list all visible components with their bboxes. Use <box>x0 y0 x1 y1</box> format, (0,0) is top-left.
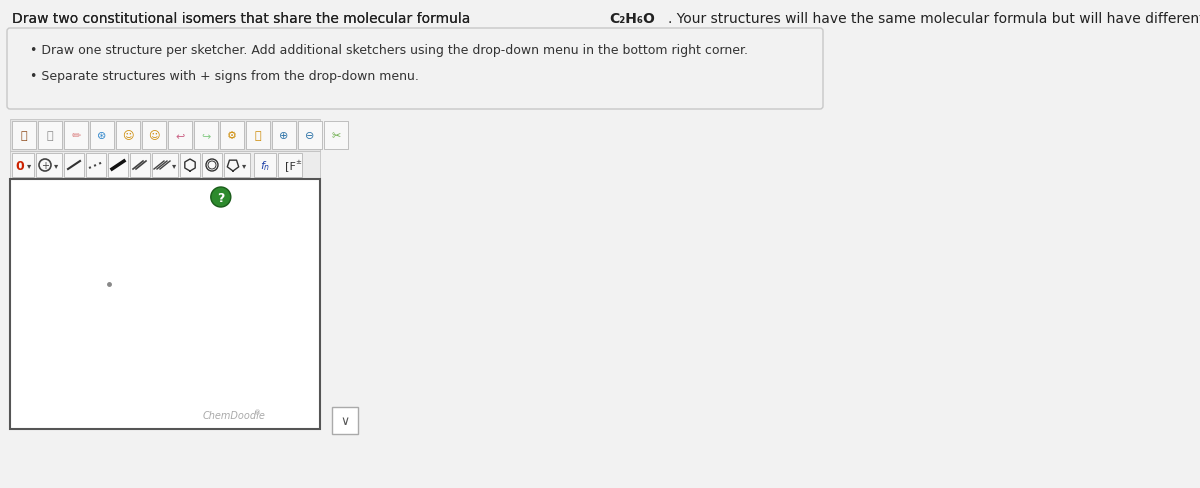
Bar <box>224 154 250 178</box>
Bar <box>254 154 276 178</box>
Bar <box>220 122 244 150</box>
Text: ⊕: ⊕ <box>280 131 289 141</box>
Bar <box>324 122 348 150</box>
Bar <box>38 122 62 150</box>
Bar <box>12 122 36 150</box>
Text: Draw two constitutional isomers that share the molecular formula: Draw two constitutional isomers that sha… <box>12 12 475 26</box>
Text: ∨: ∨ <box>341 414 349 427</box>
Text: ChemDoodle: ChemDoodle <box>202 410 265 420</box>
Text: ?: ? <box>217 191 224 204</box>
Text: ▾: ▾ <box>242 161 246 170</box>
Bar <box>246 122 270 150</box>
Text: ⊛: ⊛ <box>97 131 107 141</box>
Text: . Your structures will have the same molecular formula but will have different c: . Your structures will have the same mol… <box>668 12 1200 26</box>
Bar <box>64 154 84 178</box>
Bar <box>168 122 192 150</box>
Bar <box>332 407 358 434</box>
Text: ✏: ✏ <box>71 131 80 141</box>
Bar <box>10 120 320 152</box>
Text: • Separate structures with + signs from the drop-down menu.: • Separate structures with + signs from … <box>30 70 419 83</box>
Bar <box>86 154 106 178</box>
Text: ▾: ▾ <box>26 161 31 170</box>
Text: ☺: ☺ <box>148 131 160 141</box>
Text: +: + <box>41 161 49 171</box>
Bar <box>10 152 320 180</box>
Text: ↩: ↩ <box>175 131 185 141</box>
Bar <box>12 154 34 178</box>
Bar <box>272 122 296 150</box>
Bar <box>116 122 140 150</box>
Text: ↪: ↪ <box>202 131 211 141</box>
Text: ▾: ▾ <box>54 161 58 170</box>
FancyBboxPatch shape <box>7 29 823 110</box>
Bar <box>202 154 222 178</box>
Bar <box>90 122 114 150</box>
Bar <box>194 122 218 150</box>
Bar <box>64 122 88 150</box>
Text: • Draw one structure per sketcher. Add additional sketchers using the drop-down : • Draw one structure per sketcher. Add a… <box>30 44 748 57</box>
Bar <box>142 122 166 150</box>
Text: 📋: 📋 <box>254 131 262 141</box>
Text: ⊖: ⊖ <box>305 131 314 141</box>
Bar <box>180 154 200 178</box>
Bar <box>152 154 178 178</box>
Bar <box>278 154 302 178</box>
Bar <box>10 180 320 429</box>
Bar <box>130 154 150 178</box>
Text: Draw two constitutional isomers that share the molecular formula: Draw two constitutional isomers that sha… <box>12 12 475 26</box>
Text: ®: ® <box>254 409 262 415</box>
Text: ☺: ☺ <box>122 131 134 141</box>
Text: [F: [F <box>284 161 295 171</box>
Text: $f_n$: $f_n$ <box>260 159 270 173</box>
Text: C₂H₆O: C₂H₆O <box>610 12 655 26</box>
Text: ±: ± <box>295 159 301 164</box>
Text: ✋: ✋ <box>20 131 28 141</box>
Text: 0: 0 <box>16 159 24 172</box>
Bar <box>298 122 322 150</box>
Text: ✂: ✂ <box>331 131 341 141</box>
Text: ⚙: ⚙ <box>227 131 238 141</box>
Text: 🧴: 🧴 <box>47 131 53 141</box>
Circle shape <box>211 187 230 207</box>
Text: ▾: ▾ <box>172 161 176 170</box>
Bar <box>36 154 62 178</box>
Bar <box>108 154 128 178</box>
